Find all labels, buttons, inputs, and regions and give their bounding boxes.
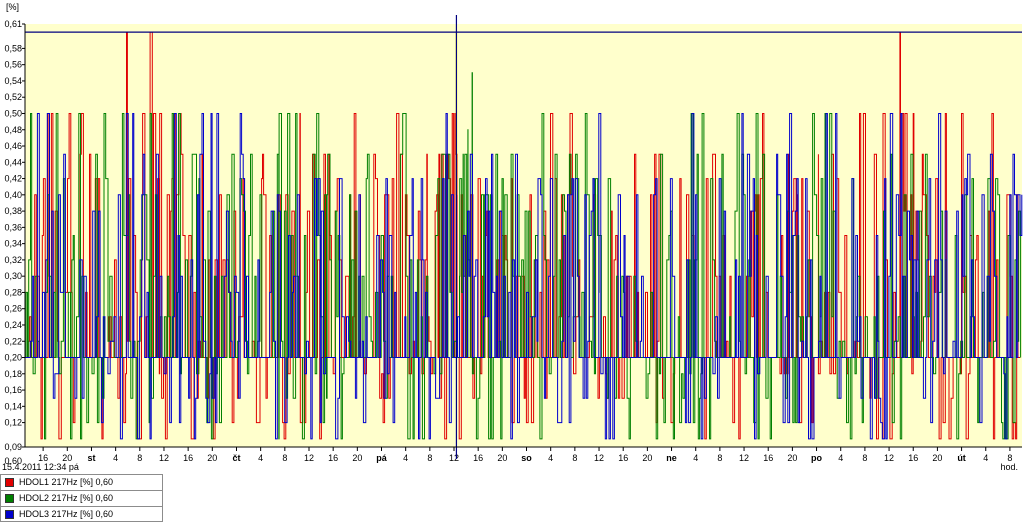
x-tick-label: 16 [473,453,483,463]
y-tick-label: 0,50 [4,108,22,118]
y-tick-label: 0,22 [4,336,22,346]
chart-area[interactable]: [%] 0,61 0,58 0,56 0,54 0,52 0,50 0,48 0,46 0,44 0… [0,0,1023,474]
legend-label: HDOL1 217Hz [%] 0,60 [19,477,114,487]
x-tick-label: 4 [693,453,698,463]
x-tick-label: 20 [932,453,942,463]
x-tick-label: 12 [594,453,604,463]
x-tick-label: 8 [717,453,722,463]
x-axis-label: hod. [1000,462,1018,472]
legend-label: HDOL3 217Hz [%] 0,60 [19,509,114,519]
x-tick-label: 16 [908,453,918,463]
legend-swatch-green [5,494,14,503]
x-tick-label: 8 [282,453,287,463]
y-tick-label: 0,20 [4,353,22,363]
y-tick-label: 0,16 [4,385,22,395]
y-tick-label: 0,09 [4,442,22,452]
y-tick-label: 0,24 [4,320,22,330]
y-tick-label: 0,28 [4,287,22,297]
y-tick-label: 0,32 [4,255,22,265]
x-tick-label: 8 [427,453,432,463]
y-tick-label: 0,14 [4,401,22,411]
x-tick-label: po [811,453,822,463]
x-tick-label: 4 [403,453,408,463]
x-tick-label: 8 [862,453,867,463]
legend-label: HDOL2 217Hz [%] 0,60 [19,493,114,503]
y-tick-label: 0,54 [4,76,22,86]
y-bottom-label: 0,60 [4,456,22,466]
x-tick-label: 4 [548,453,553,463]
x-tick-label: 20 [787,453,797,463]
x-tick-label: 12 [739,453,749,463]
x-tick-label: 20 [352,453,362,463]
x-tick-label: 8 [137,453,142,463]
y-axis-label: [%] [6,2,19,12]
x-tick-label: 16 [618,453,628,463]
x-tick-label: čt [232,453,240,463]
y-tick-label: 0,61 [4,19,22,29]
x-tick-label: 4 [838,453,843,463]
x-tick-label: so [521,453,532,463]
y-tick-label: 0,58 [4,43,22,53]
x-tick-label: 4 [113,453,118,463]
legend-item-hdol3[interactable]: HDOL3 217Hz [%] 0,60 [0,506,163,522]
x-tick-label: út [957,453,966,463]
x-tick-label: 12 [884,453,894,463]
y-tick-label: 0,52 [4,92,22,102]
y-tick-label: 0,44 [4,157,22,167]
legend-item-hdol2[interactable]: HDOL2 217Hz [%] 0,60 [0,490,163,506]
x-tick-label: 20 [207,453,217,463]
y-tick-label: 0,48 [4,125,22,135]
x-tick-label: pá [376,453,387,463]
y-tick-label: 0,34 [4,239,22,249]
x-tick-label: st [87,453,95,463]
y-tick-label: 0,30 [4,271,22,281]
legend: HDOL1 217Hz [%] 0,60 HDOL2 217Hz [%] 0,6… [0,474,163,522]
y-tick-label: 0,42 [4,174,22,184]
x-tick-label: 20 [497,453,507,463]
x-tick-label: 12 [159,453,169,463]
x-tick-label: 16 [763,453,773,463]
y-tick-label: 0,36 [4,222,22,232]
x-tick-label: 16 [328,453,338,463]
legend-swatch-blue [5,510,14,519]
y-tick-label: 0,18 [4,369,22,379]
legend-swatch-red [5,478,14,487]
y-tick-label: 0,56 [4,60,22,70]
legend-item-hdol1[interactable]: HDOL1 217Hz [%] 0,60 [0,474,163,490]
x-tick-label: ne [666,453,677,463]
y-tick-label: 0,40 [4,190,22,200]
x-tick-label: 8 [572,453,577,463]
x-tick-label: 8 [1007,453,1012,463]
x-tick-label: 12 [449,453,459,463]
y-tick-label: 0,38 [4,206,22,216]
x-tick-label: 16 [183,453,193,463]
x-tick-label: 4 [983,453,988,463]
x-tick-label: 12 [304,453,314,463]
x-tick-label: 4 [258,453,263,463]
status-timestamp: 15.4.2011 12:34 pá [2,462,79,472]
x-tick-label: 16 [38,453,48,463]
x-tick-label: 20 [642,453,652,463]
x-tick-label: 20 [62,453,72,463]
y-tick-label: 0,26 [4,304,22,314]
series-line-3 [25,113,1023,440]
y-tick-label: 0,12 [4,418,22,428]
y-tick-label: 0,46 [4,141,22,151]
